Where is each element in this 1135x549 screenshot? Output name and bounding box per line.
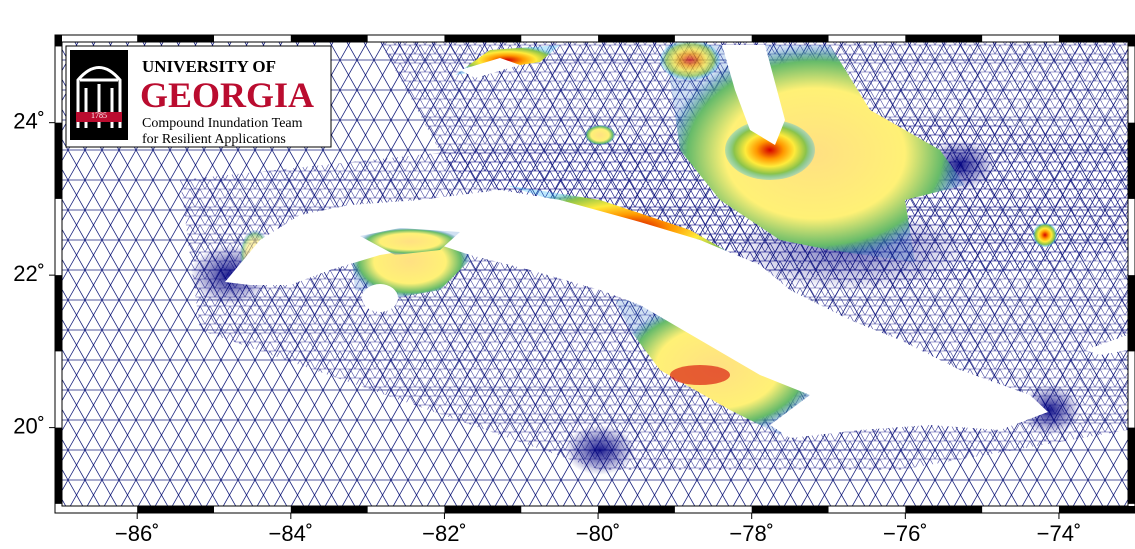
frame-bar xyxy=(905,35,982,42)
y-tick-label: 20˚ xyxy=(13,413,45,438)
x-tick-label: −84˚ xyxy=(268,521,313,546)
frame-bar xyxy=(55,35,62,46)
frame-bar xyxy=(1059,35,1135,42)
y-tick-label: 24˚ xyxy=(13,108,45,133)
logo: 1785 UNIVERSITY OF GEORGIA Compound Inun… xyxy=(66,46,331,147)
frame-bar xyxy=(137,506,214,513)
frame-bar xyxy=(55,123,62,199)
logo-line: UNIVERSITY OF xyxy=(142,57,276,76)
frame-bar xyxy=(137,35,214,42)
logo-line: for Resilient Applications xyxy=(142,132,286,147)
frame-bar xyxy=(444,506,521,513)
frame-bar xyxy=(444,35,521,42)
x-tick-label: −82˚ xyxy=(422,521,467,546)
map-figure: 1785 UNIVERSITY OF GEORGIA Compound Inun… xyxy=(0,0,1135,549)
x-tick-label: −76˚ xyxy=(883,521,928,546)
frame-bar xyxy=(598,35,675,42)
x-tick-label: −80˚ xyxy=(576,521,621,546)
frame-bar xyxy=(55,275,62,351)
x-tick-label: −86˚ xyxy=(115,521,160,546)
frame-bar xyxy=(291,506,368,513)
logo-title: GEORGIA xyxy=(140,75,314,115)
logo-year: 1785 xyxy=(91,111,107,120)
frame-bar xyxy=(1128,35,1135,46)
x-tick-label: −78˚ xyxy=(729,521,774,546)
frame-bar xyxy=(752,506,829,513)
frame-bar xyxy=(1059,506,1135,513)
x-tick-label: −74˚ xyxy=(1037,521,1082,546)
frame-bar xyxy=(1128,275,1135,351)
frame-bar xyxy=(598,506,675,513)
frame-bar xyxy=(1128,428,1135,504)
y-tick-label: 22˚ xyxy=(13,261,45,286)
frame-bar xyxy=(291,35,368,42)
frame-bar xyxy=(1128,123,1135,199)
frame-bar xyxy=(752,35,829,42)
frame-bar xyxy=(55,428,62,504)
logo-line: Compound Inundation Team xyxy=(142,116,303,131)
frame-bar xyxy=(905,506,982,513)
